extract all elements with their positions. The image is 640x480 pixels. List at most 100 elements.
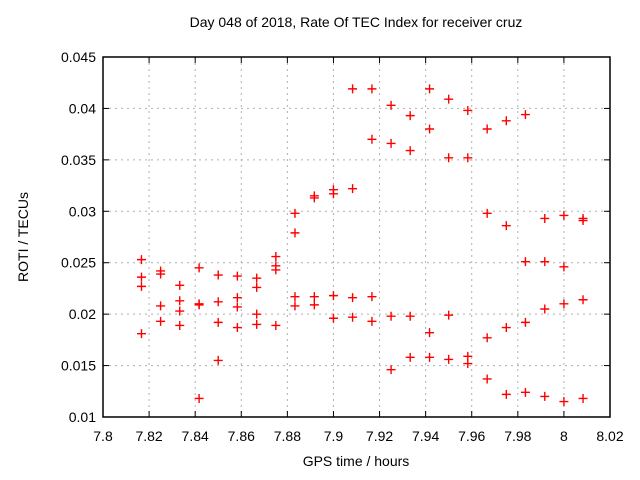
- data-point: [367, 316, 377, 326]
- data-point: [578, 393, 588, 403]
- data-point: [386, 138, 396, 148]
- data-point: [136, 281, 146, 291]
- data-point: [328, 291, 338, 301]
- data-point: [501, 116, 511, 126]
- x-tick-label: 7.86: [228, 428, 255, 444]
- data-point: [156, 269, 166, 279]
- data-point: [252, 282, 262, 292]
- data-point: [367, 84, 377, 94]
- x-axis-tick-labels: 7.8 7.82 7.84 7.86 7.88 7.9 7.92 7.94 7.96 7.98 8 8…: [93, 428, 624, 444]
- y-tick-label: 0.035: [61, 152, 96, 168]
- data-point: [271, 265, 281, 275]
- x-tick-label: 7.94: [412, 428, 439, 444]
- data-point: [232, 323, 242, 333]
- plot-frame: [102, 56, 611, 418]
- data-point: [156, 316, 166, 326]
- data-point: [501, 221, 511, 231]
- data-point: [213, 270, 223, 280]
- data-point: [232, 302, 242, 312]
- data-point: [405, 146, 415, 156]
- data-point: [386, 311, 396, 321]
- data-point: [290, 292, 300, 302]
- data-point: [348, 312, 358, 322]
- grid-lines: [103, 57, 610, 417]
- data-point: [501, 389, 511, 399]
- data-point: [444, 310, 454, 320]
- x-tick-label: 7.9: [324, 428, 344, 444]
- data-point: [482, 124, 492, 134]
- data-point: [425, 84, 435, 94]
- data-point: [405, 111, 415, 121]
- data-point: [425, 352, 435, 362]
- data-point: [194, 300, 204, 310]
- data-point: [482, 208, 492, 218]
- data-point: [540, 257, 550, 267]
- data-point: [520, 387, 530, 397]
- data-point: [559, 299, 569, 309]
- x-tick-label: 8: [560, 428, 568, 444]
- x-tick-label: 8.02: [596, 428, 623, 444]
- y-axis-tick-labels: 0.01 0.015 0.02 0.025 0.03 0.035 0.04 0.045: [61, 49, 96, 425]
- x-tick-label: 7.88: [274, 428, 301, 444]
- data-point: [175, 306, 185, 316]
- chart-title: Day 048 of 2018, Rate Of TEC Index for r…: [190, 14, 523, 30]
- data-point: [175, 320, 185, 330]
- data-point: [405, 311, 415, 321]
- data-point: [328, 189, 338, 199]
- y-tick-label: 0.03: [69, 203, 96, 219]
- data-point: [348, 84, 358, 94]
- data-point: [578, 295, 588, 305]
- data-point: [444, 354, 454, 364]
- data-point: [232, 271, 242, 281]
- data-point: [194, 263, 204, 273]
- data-point: [213, 355, 223, 365]
- data-point: [520, 317, 530, 327]
- data-point: [405, 352, 415, 362]
- data-point: [520, 110, 530, 120]
- data-point: [559, 397, 569, 407]
- x-tick-label: 7.8: [93, 428, 113, 444]
- data-point: [252, 273, 262, 283]
- data-point: [463, 359, 473, 369]
- data-point: [367, 292, 377, 302]
- y-tick-label: 0.04: [69, 100, 96, 116]
- data-point: [444, 153, 454, 163]
- data-point: [290, 208, 300, 218]
- data-point: [194, 393, 204, 403]
- data-point: [309, 193, 319, 203]
- data-point: [348, 184, 358, 194]
- plot-border: [102, 56, 611, 418]
- x-axis-label: GPS time / hours: [303, 453, 410, 469]
- data-point: [156, 301, 166, 311]
- data-point: [348, 293, 358, 303]
- data-point: [136, 272, 146, 282]
- y-tick-label: 0.02: [69, 306, 96, 322]
- data-point: [309, 300, 319, 310]
- y-tick-label: 0.01: [69, 409, 96, 425]
- y-tick-label: 0.025: [61, 255, 96, 271]
- data-point: [540, 391, 550, 401]
- data-point: [213, 317, 223, 327]
- data-point: [540, 213, 550, 223]
- data-point: [271, 320, 281, 330]
- data-point: [290, 301, 300, 311]
- axis-tick-marks: [102, 56, 611, 418]
- data-point: [136, 329, 146, 339]
- data-point: [271, 252, 281, 262]
- data-point: [520, 257, 530, 267]
- data-point: [482, 333, 492, 343]
- data-point: [367, 134, 377, 144]
- data-point: [328, 313, 338, 323]
- data-point: [463, 105, 473, 115]
- data-point: [540, 304, 550, 314]
- x-tick-label: 7.98: [504, 428, 531, 444]
- data-point: [463, 153, 473, 163]
- data-point: [425, 124, 435, 134]
- data-point: [252, 309, 262, 319]
- x-tick-label: 7.82: [135, 428, 162, 444]
- y-axis-label: ROTI / TECUs: [15, 192, 31, 282]
- data-point: [386, 365, 396, 375]
